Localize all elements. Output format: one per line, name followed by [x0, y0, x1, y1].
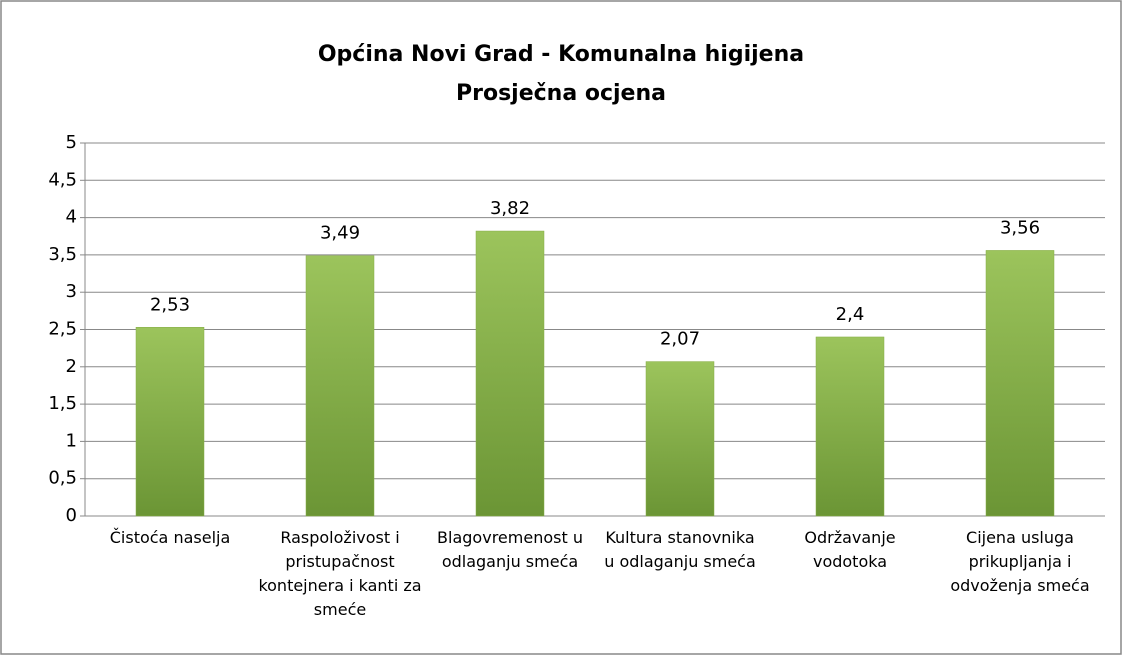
y-tick-label: 4,5 — [48, 169, 77, 190]
x-tick-label: Blagovremenost u odlaganju smeća — [437, 528, 583, 571]
bar — [135, 327, 205, 517]
chart-subtitle: Prosječna ocjena — [456, 81, 666, 106]
y-tick-label: 2 — [66, 356, 77, 377]
chart-title: Općina Novi Grad - Komunalna higijena — [318, 42, 804, 67]
bar — [645, 361, 715, 517]
data-label: 2,53 — [150, 294, 190, 315]
x-tick-label: Čistoća naselja — [109, 528, 231, 547]
y-tick-label: 5 — [66, 132, 77, 153]
y-tick-label: 0 — [66, 505, 77, 526]
data-label: 3,49 — [320, 223, 360, 244]
bar — [475, 230, 545, 517]
y-tick-label: 1,5 — [48, 393, 77, 414]
x-tick-label: Cijena usluga prikupljanja i odvoženja s… — [950, 528, 1090, 595]
bar — [815, 336, 885, 517]
bar — [305, 255, 375, 517]
data-label: 3,82 — [490, 198, 530, 219]
y-tick-label: 1 — [66, 430, 77, 451]
x-tick-label: Raspoloživost i pristupačnost kontejnera… — [258, 528, 422, 619]
data-label: 3,56 — [1000, 217, 1040, 238]
data-label: 2,07 — [660, 329, 700, 350]
x-tick-label: Kultura stanovnika u odlaganju smeća — [604, 528, 756, 571]
y-tick-label: 2,5 — [48, 319, 77, 340]
y-tick-label: 4 — [66, 207, 77, 228]
data-label: 2,4 — [836, 304, 865, 325]
y-tick-label: 0,5 — [48, 468, 77, 489]
x-tick-label: Održavanje vodotoka — [804, 528, 896, 571]
y-tick-label: 3 — [66, 281, 77, 302]
y-tick-label: 3,5 — [48, 244, 77, 265]
bar — [985, 250, 1055, 517]
